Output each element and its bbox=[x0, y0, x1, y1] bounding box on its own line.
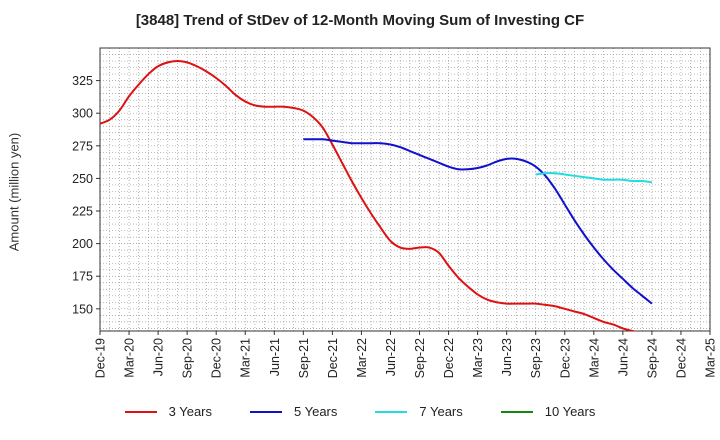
x-tick-label: Sep-21 bbox=[297, 338, 311, 378]
x-tick-label: Sep-20 bbox=[181, 338, 195, 378]
chart-title: [3848] Trend of StDev of 12-Month Moving… bbox=[135, 12, 585, 29]
series-line-7-years bbox=[535, 172, 653, 184]
y-tick-label: 325 bbox=[72, 74, 93, 88]
x-tick-label: Dec-23 bbox=[558, 338, 572, 378]
series-line-5-years bbox=[303, 138, 653, 305]
legend-swatch bbox=[250, 410, 282, 413]
x-tick-label: Mar-21 bbox=[239, 338, 253, 378]
legend-label: 5 Years bbox=[294, 404, 338, 419]
y-tick-label: 275 bbox=[72, 139, 93, 153]
x-tick-label: Sep-22 bbox=[413, 338, 427, 378]
legend-item-3-years: 3 Years bbox=[124, 404, 212, 419]
x-tick-label: Dec-24 bbox=[674, 338, 688, 378]
x-tick-label: Sep-23 bbox=[529, 338, 543, 378]
y-tick-label: 200 bbox=[72, 237, 93, 251]
x-tick-label: Mar-20 bbox=[123, 338, 137, 378]
legend-swatch bbox=[500, 410, 533, 413]
legend-label: 10 Years bbox=[544, 404, 596, 419]
x-tick-label: Dec-20 bbox=[210, 338, 224, 378]
legend: 3 Years 5 Years 7 Years 10 Years bbox=[0, 404, 720, 419]
legend-item-7-years: 7 Years bbox=[375, 404, 463, 419]
x-tick-label: Mar-22 bbox=[355, 338, 369, 378]
x-tick-label: Mar-23 bbox=[471, 338, 485, 378]
x-tick-label: Jun-20 bbox=[152, 338, 166, 376]
x-tick-label: Mar-25 bbox=[704, 338, 718, 378]
legend-item-10-years: 10 Years bbox=[500, 404, 596, 419]
x-tick-label: Dec-21 bbox=[326, 338, 340, 378]
y-tick-label: 150 bbox=[72, 302, 93, 316]
legend-swatch bbox=[375, 410, 408, 413]
plot-background bbox=[100, 48, 710, 331]
x-tick-label: Jun-23 bbox=[500, 338, 514, 376]
x-tick-label: Dec-22 bbox=[442, 338, 456, 378]
y-tick-label: 300 bbox=[72, 107, 93, 121]
plot-frame bbox=[99, 47, 711, 332]
x-tick-label: Mar-24 bbox=[587, 338, 601, 378]
series-line-3-years bbox=[100, 60, 637, 331]
legend-item-5-years: 5 Years bbox=[250, 404, 337, 419]
x-tick-label: Dec-19 bbox=[94, 338, 108, 378]
legend-label: 7 Years bbox=[419, 404, 463, 419]
x-tick-label: Sep-24 bbox=[645, 338, 659, 378]
y-tick-label: 250 bbox=[72, 172, 93, 186]
legend-label: 3 Years bbox=[168, 404, 212, 419]
x-tick-label: Jun-22 bbox=[384, 338, 398, 376]
y-tick-label: 175 bbox=[72, 270, 93, 284]
x-tick-label: Jun-24 bbox=[616, 338, 630, 376]
legend-swatch bbox=[124, 410, 157, 413]
y-tick-label: 225 bbox=[72, 205, 93, 219]
x-tick-label: Jun-21 bbox=[268, 338, 282, 376]
